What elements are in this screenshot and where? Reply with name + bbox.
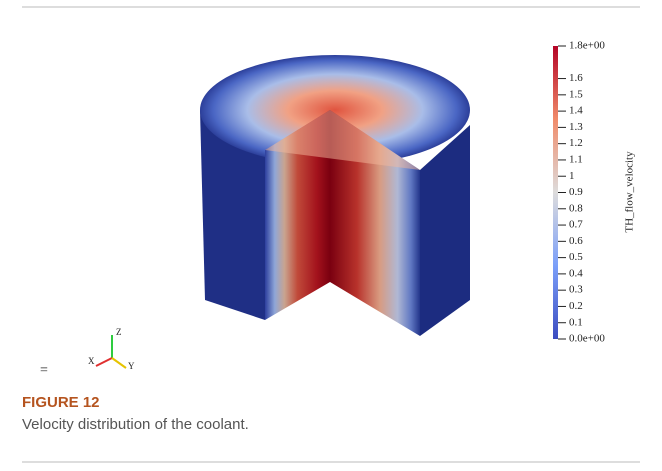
axis-y: Y: [128, 361, 135, 371]
colorbar: [553, 46, 558, 339]
colorbar-ticks: 1.8e+00 1.6 1.5 1.4 1.3 1.2 1.1 1 0.9 0.8 0.7 0.6 0.…: [558, 40, 605, 345]
colorbar-tick-label: 0.3: [569, 284, 583, 296]
colorbar-tick-label: 0.2: [569, 300, 583, 312]
colorbar-tick-label: 0.9: [569, 186, 583, 198]
caption-label: FIGURE 12: [22, 394, 100, 411]
colorbar-tick-label: 1.2: [569, 137, 583, 149]
colorbar-tick-label: 1.6: [569, 72, 583, 84]
colorbar-tick-label: 0.7: [569, 219, 583, 231]
axis-z: Z: [116, 327, 122, 337]
colorbar-tick-label: 0.8: [569, 202, 583, 214]
colorbar-tick-label: 1.5: [569, 88, 583, 100]
colorbar-title: TH_flow_velocity: [624, 151, 636, 233]
colorbar-tick-label: 1.3: [569, 121, 583, 133]
colorbar-tick-label: 1.1: [569, 153, 583, 165]
colorbar-tick-label: 1: [569, 170, 575, 182]
reactor-render: [200, 55, 470, 336]
colorbar-tick-label: 0.5: [569, 251, 583, 263]
caption-text: Velocity distribution of the coolant.: [22, 416, 249, 433]
colorbar-tick-label: 0.4: [569, 267, 583, 279]
colorbar-tick-label: 0.1: [569, 316, 583, 328]
axis-x: X: [88, 356, 95, 366]
colorbar-tick-label: 1.8e+00: [569, 40, 605, 52]
mark: =: [40, 363, 48, 378]
colorbar-tick-label: 1.4: [569, 105, 583, 117]
axes-triad: Z X Y: [88, 327, 135, 371]
colorbar-tick-label: 0.0e+00: [569, 333, 605, 345]
colorbar-tick-label: 0.6: [569, 235, 583, 247]
page: Z X Y = TH_flow_velocity 1.8e+001.61.51.…: [0, 0, 662, 471]
